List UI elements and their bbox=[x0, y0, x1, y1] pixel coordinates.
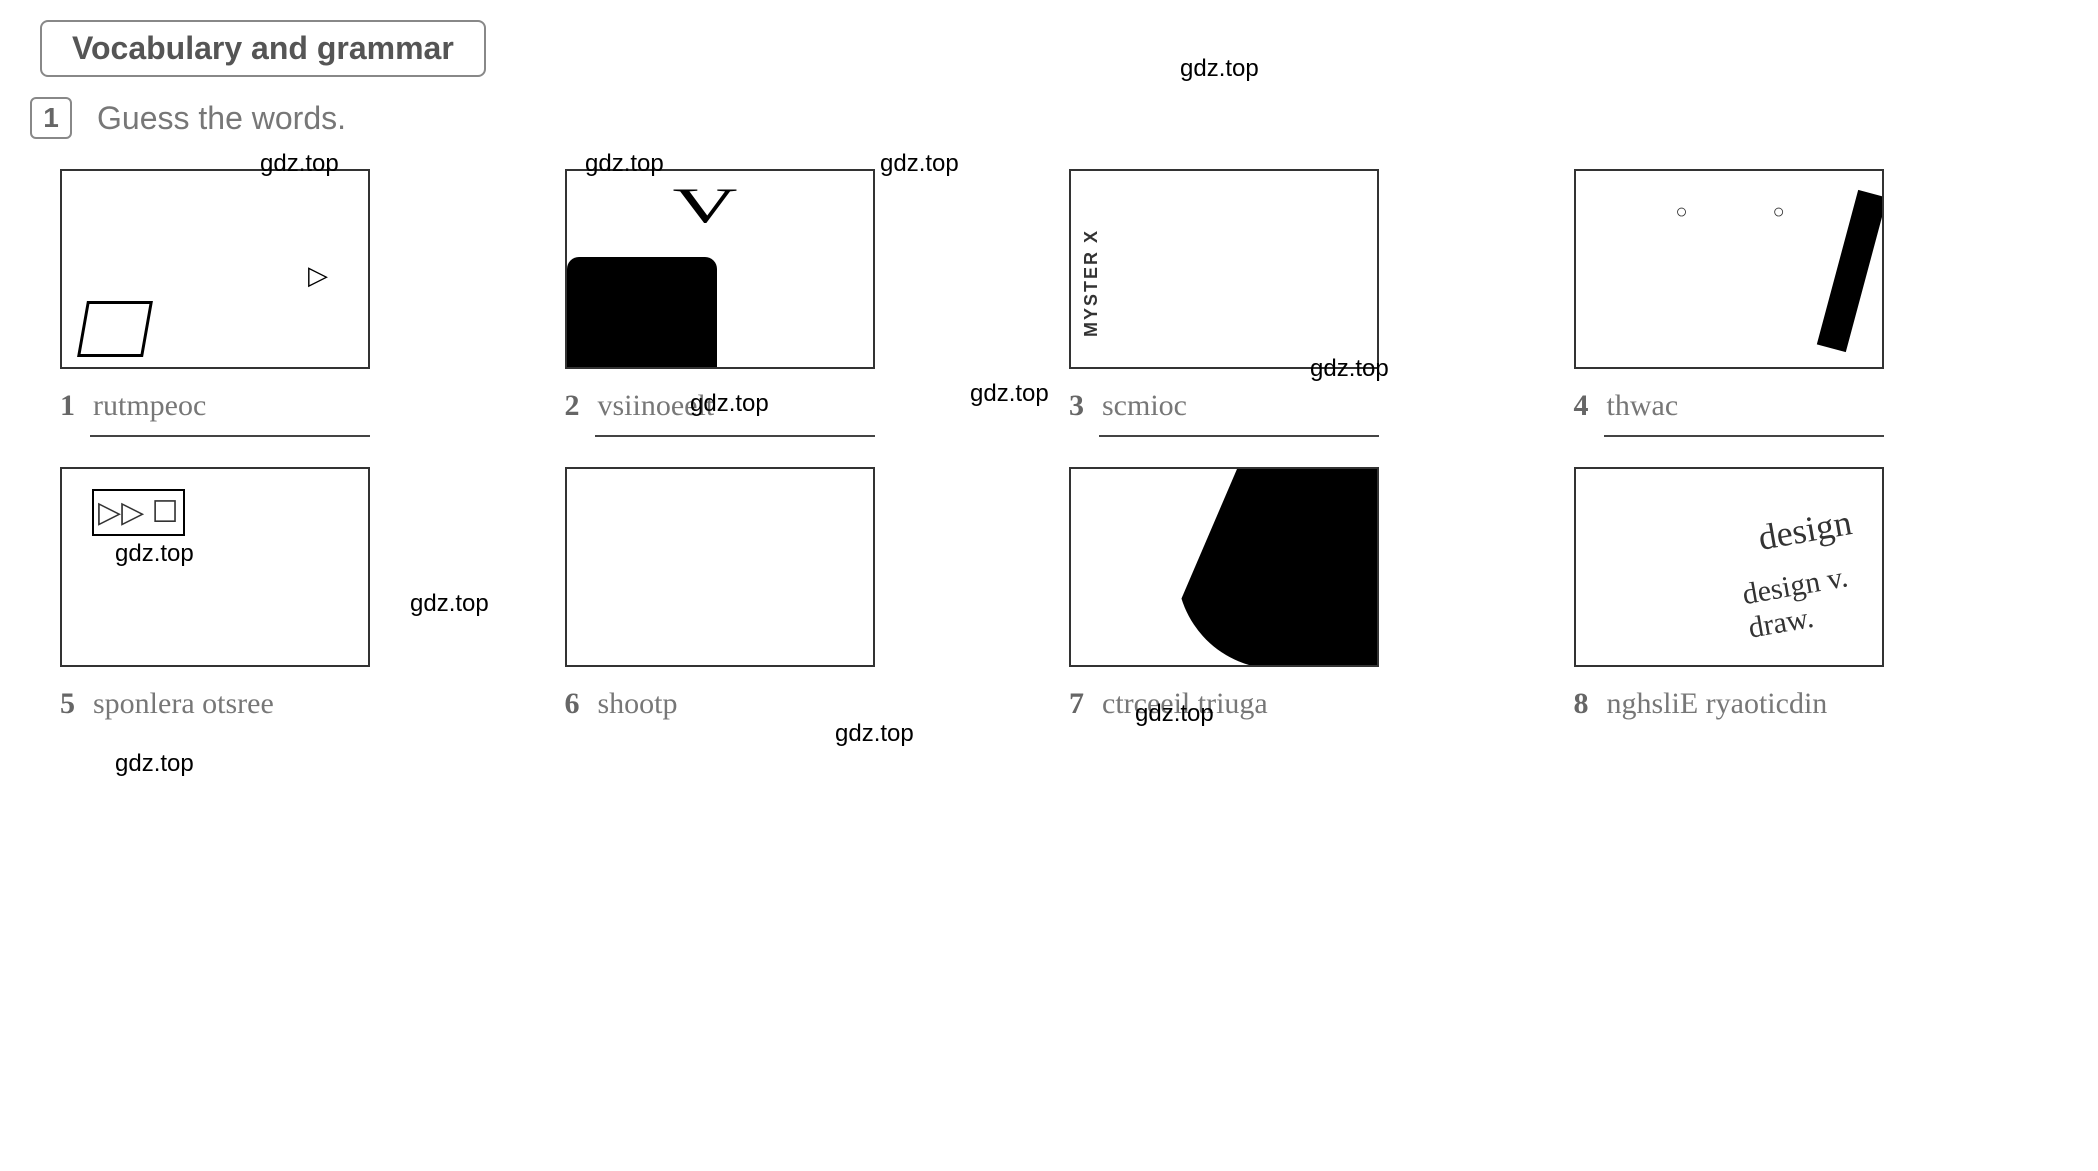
item-6-number: 6 bbox=[565, 687, 580, 721]
item-1-answer-line[interactable] bbox=[90, 435, 370, 437]
item-7-number: 7 bbox=[1069, 687, 1084, 721]
item-4: 4 thwac bbox=[1574, 169, 2039, 437]
item-2-number: 2 bbox=[565, 389, 580, 423]
item-6-label: 6 shootp bbox=[565, 687, 678, 721]
item-6: 6 shootp bbox=[565, 467, 1030, 733]
item-1: 1 rutmpeoc bbox=[60, 169, 525, 437]
item-3-scrambled: scmioc bbox=[1102, 389, 1187, 423]
item-4-label: 4 thwac bbox=[1574, 389, 1679, 423]
item-8: 8 nghsliE ryaoticdin bbox=[1574, 467, 2039, 733]
item-2-scrambled: vsiinoeelt bbox=[598, 389, 715, 423]
instruction-row: 1 Guess the words. bbox=[30, 97, 2078, 139]
item-4-answer-line[interactable] bbox=[1604, 435, 1884, 437]
item-5-number: 5 bbox=[60, 687, 75, 721]
item-1-number: 1 bbox=[60, 389, 75, 423]
item-3: 3 scmioc bbox=[1069, 169, 1534, 437]
item-3-image bbox=[1069, 169, 1379, 369]
item-6-image bbox=[565, 467, 875, 667]
item-1-label: 1 rutmpeoc bbox=[60, 389, 206, 423]
item-4-number: 4 bbox=[1574, 389, 1589, 423]
item-7-scrambled: ctrceeil triuga bbox=[1102, 687, 1268, 721]
item-8-label: 8 nghsliE ryaoticdin bbox=[1574, 687, 1828, 721]
page-container: Vocabulary and grammar 1 Guess the words… bbox=[20, 20, 2078, 733]
item-2-answer-line[interactable] bbox=[595, 435, 875, 437]
exercise-number-box: 1 bbox=[30, 97, 72, 139]
watermark: gdz.top bbox=[1180, 55, 1259, 83]
item-8-image bbox=[1574, 467, 1884, 667]
item-6-scrambled: shootp bbox=[598, 687, 678, 721]
item-1-scrambled: rutmpeoc bbox=[93, 389, 206, 423]
item-8-number: 8 bbox=[1574, 687, 1589, 721]
item-3-label: 3 scmioc bbox=[1069, 389, 1187, 423]
item-8-scrambled: nghsliE ryaoticdin bbox=[1607, 687, 1828, 721]
items-grid: 1 rutmpeoc 2 vsiinoeelt 3 scmioc 4 bbox=[20, 169, 2078, 733]
item-2: 2 vsiinoeelt bbox=[565, 169, 1030, 437]
item-4-image bbox=[1574, 169, 1884, 369]
item-3-answer-line[interactable] bbox=[1099, 435, 1379, 437]
exercise-instruction: Guess the words. bbox=[97, 100, 346, 137]
item-5-image bbox=[60, 467, 370, 667]
item-5: 5 sponlera otsree bbox=[60, 467, 525, 733]
section-title: Vocabulary and grammar bbox=[72, 30, 454, 66]
item-7: 7 ctrceeil triuga bbox=[1069, 467, 1534, 733]
item-1-image bbox=[60, 169, 370, 369]
item-5-scrambled: sponlera otsree bbox=[93, 687, 274, 721]
item-7-image bbox=[1069, 467, 1379, 667]
item-2-label: 2 vsiinoeelt bbox=[565, 389, 715, 423]
exercise-number: 1 bbox=[43, 102, 59, 134]
item-4-scrambled: thwac bbox=[1607, 389, 1679, 423]
item-5-label: 5 sponlera otsree bbox=[60, 687, 274, 721]
item-3-number: 3 bbox=[1069, 389, 1084, 423]
item-7-label: 7 ctrceeil triuga bbox=[1069, 687, 1268, 721]
item-2-image bbox=[565, 169, 875, 369]
watermark: gdz.top bbox=[115, 750, 194, 778]
section-header: Vocabulary and grammar bbox=[40, 20, 486, 77]
